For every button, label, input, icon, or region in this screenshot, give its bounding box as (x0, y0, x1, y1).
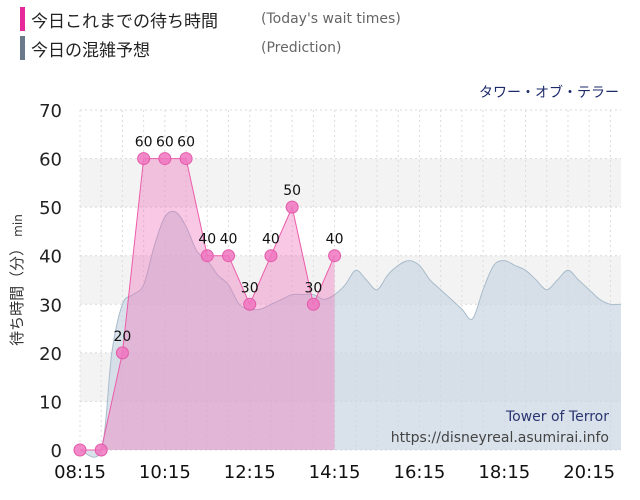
data-label: 60 (177, 135, 195, 151)
y-tick-label: 20 (39, 344, 62, 365)
source-url: https://disneyreal.asumirai.info (391, 430, 609, 446)
legend-prediction-sublabel: (Prediction) (261, 40, 342, 56)
data-label: 20 (114, 329, 132, 345)
y-tick-label: 70 (39, 101, 62, 122)
x-tick-label: 18:15 (478, 462, 530, 483)
x-tick-label: 08:15 (54, 462, 106, 483)
attraction-name-en: Tower of Terror (505, 409, 609, 425)
today-point (137, 152, 151, 166)
x-tick-label: 20:15 (563, 462, 615, 483)
today-point (222, 249, 236, 263)
legend-prediction-label: 今日の混雑予想 (31, 40, 150, 61)
today-point (158, 152, 172, 166)
data-label: 30 (241, 280, 259, 296)
legend-prediction: 今日の混雑予想 (Prediction) (20, 35, 341, 61)
x-tick-label: 12:15 (224, 462, 276, 483)
legend-today-label: 今日これまでの待ち時間 (31, 11, 218, 32)
data-label: 50 (283, 183, 301, 199)
today-point (73, 443, 87, 457)
legend-today-swatch (20, 7, 25, 31)
chart-title: タワー・オブ・テラー (479, 84, 619, 101)
x-tick-label: 16:15 (394, 462, 446, 483)
plot-band (80, 158, 621, 208)
legend-today-sublabel: (Today's wait times) (261, 11, 401, 27)
data-label: 30 (304, 280, 322, 296)
data-label: 40 (326, 232, 344, 248)
prediction-line (79, 210, 622, 458)
plot-band (80, 110, 621, 159)
data-label: 40 (262, 232, 280, 248)
today-point (243, 297, 257, 311)
today-point (306, 297, 320, 311)
today-point (200, 249, 214, 263)
y-axis-title-unit: min (11, 214, 25, 237)
today-point (94, 443, 108, 457)
x-tick-label: 10:15 (139, 462, 191, 483)
y-tick-label: 10 (39, 392, 62, 413)
today-point (328, 249, 342, 263)
today-area (80, 158, 335, 451)
y-axis-title-main: 待ち時間（分） (8, 241, 26, 346)
today-point (179, 152, 193, 166)
data-label: 40 (220, 232, 238, 248)
today-point (115, 346, 129, 360)
y-tick-label: 0 (51, 441, 62, 462)
data-label: 60 (135, 135, 153, 151)
prediction-area (80, 211, 621, 458)
y-tick-label: 40 (39, 247, 62, 268)
y-tick-label: 50 (39, 198, 62, 219)
y-axis-title: 待ち時間（分） min (8, 214, 26, 346)
today-point (264, 249, 278, 263)
y-tick-label: 60 (39, 150, 62, 171)
x-tick-label: 14:15 (309, 462, 361, 483)
today-point (285, 200, 299, 214)
legend-today: 今日これまでの待ち時間 (Today's wait times) (20, 6, 401, 32)
legend-prediction-swatch (20, 36, 25, 60)
data-label: 60 (156, 135, 174, 151)
data-label: 40 (198, 232, 216, 248)
y-tick-label: 30 (39, 295, 62, 316)
